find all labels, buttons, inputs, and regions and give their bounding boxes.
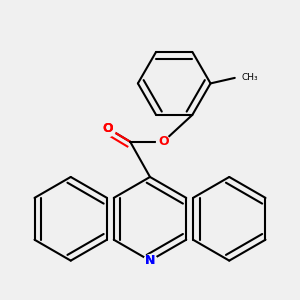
Text: O: O: [158, 135, 169, 148]
Text: CH₃: CH₃: [242, 74, 258, 82]
Text: N: N: [145, 254, 155, 267]
Text: O: O: [103, 122, 113, 135]
Text: N: N: [145, 254, 155, 267]
Text: O: O: [103, 122, 113, 135]
